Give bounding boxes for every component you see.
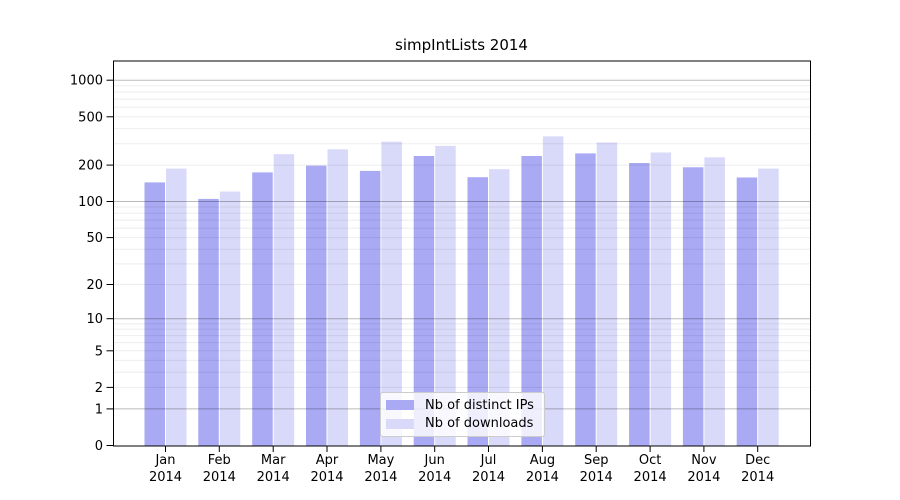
bar-mar-downloads xyxy=(273,154,295,446)
plot-border xyxy=(113,60,811,447)
x-tick-label: Dec 2014 xyxy=(741,453,774,485)
legend-item-downloads: Nb of downloads xyxy=(386,417,544,430)
bar-aug-distinct-ips xyxy=(521,156,542,446)
legend-swatch-distinct-ips xyxy=(386,400,414,411)
x-tick-label: Sep 2014 xyxy=(580,453,613,485)
bar-nov-downloads xyxy=(704,157,725,446)
x-tick-label: Aug 2014 xyxy=(526,453,559,485)
y-tick-label: 20 xyxy=(86,278,103,293)
bar-apr-distinct-ips xyxy=(306,165,327,446)
bar-dec-downloads xyxy=(758,168,779,446)
legend-swatch-downloads xyxy=(386,418,414,429)
bar-jun-downloads xyxy=(435,145,456,446)
bar-jan-downloads xyxy=(166,168,187,446)
legend: Nb of distinct IPs Nb of downloads xyxy=(380,392,545,437)
bar-apr-downloads xyxy=(327,149,348,446)
x-tick-label: Mar 2014 xyxy=(257,453,290,485)
x-tick-label: Apr 2014 xyxy=(310,453,343,485)
legend-label-downloads: Nb of downloads xyxy=(425,416,534,432)
legend-label-distinct-ips: Nb of distinct IPs xyxy=(425,397,534,413)
bar-feb-downloads xyxy=(219,191,241,446)
bar-nov-distinct-ips xyxy=(682,167,704,446)
x-tick-label: Oct 2014 xyxy=(634,453,667,485)
bar-oct-downloads xyxy=(650,152,672,446)
bar-jul-distinct-ips xyxy=(467,177,488,446)
bar-jul-downloads xyxy=(489,169,510,446)
x-tick-label: Jan 2014 xyxy=(149,453,182,485)
y-tick-label: 50 xyxy=(86,231,103,246)
y-tick-label: 100 xyxy=(78,195,103,210)
x-tick-label: Feb 2014 xyxy=(203,453,236,485)
bar-sep-downloads xyxy=(596,142,618,446)
bar-oct-distinct-ips xyxy=(629,163,650,446)
chart-title: simpIntLists 2014 xyxy=(395,36,528,54)
x-tick-label: Jun 2014 xyxy=(418,453,451,485)
x-tick-label: Jul 2014 xyxy=(472,453,505,485)
y-tick-label: 500 xyxy=(78,110,103,125)
bar-jan-distinct-ips xyxy=(144,182,165,446)
y-tick-label: 2 xyxy=(95,381,103,396)
bar-sep-distinct-ips xyxy=(575,153,596,446)
y-tick-label: 200 xyxy=(78,159,103,174)
bar-may-downloads xyxy=(381,141,402,446)
x-tick-label: May 2014 xyxy=(364,453,397,485)
bar-feb-distinct-ips xyxy=(198,198,219,446)
bar-jun-distinct-ips xyxy=(413,156,435,446)
y-tick-label: 10 xyxy=(86,312,103,327)
x-tick-label: Nov 2014 xyxy=(687,453,720,485)
y-tick-label: 0 xyxy=(95,439,103,454)
y-tick-label: 1 xyxy=(95,402,103,417)
bar-aug-downloads xyxy=(542,136,564,446)
legend-item-distinct-ips: Nb of distinct IPs xyxy=(386,399,544,412)
bar-dec-distinct-ips xyxy=(736,177,758,446)
y-tick-label: 1000 xyxy=(70,74,103,89)
y-tick-label: 5 xyxy=(95,344,103,359)
bar-mar-distinct-ips xyxy=(252,172,273,446)
bar-may-distinct-ips xyxy=(359,170,381,446)
